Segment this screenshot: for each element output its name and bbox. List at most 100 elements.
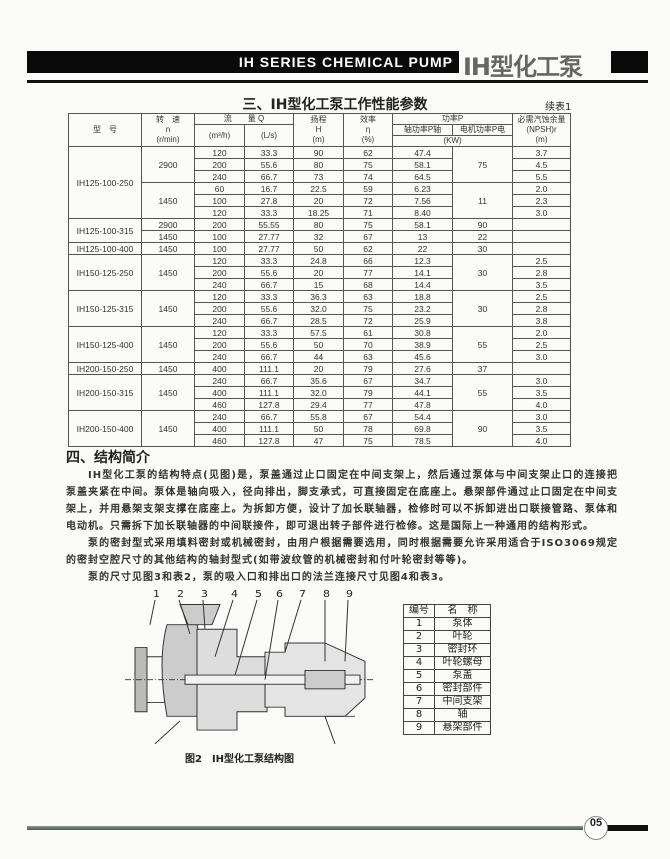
shaft-power-cell: 14.4 (392, 278, 454, 291)
head-cell: 32.0 (293, 386, 345, 399)
head-cell: 32.0 (293, 302, 345, 315)
speed-cell: 1450 (141, 290, 195, 327)
seal-paragraph: 泵的密封型式采用填料密封或机械密封，由用户根据需要选用，同时根据需要允许采用适合… (66, 538, 618, 566)
shaft-power-cell: 25.9 (392, 314, 454, 327)
flow-ls-cell: 127.8 (243, 434, 295, 447)
callout-leader (344, 599, 349, 662)
head-cell: 73 (293, 170, 345, 183)
head-cell: 50 (293, 422, 345, 435)
part-name: 轴 (434, 708, 491, 722)
part-name: 叶轮螺母 (434, 656, 491, 670)
flow-m3h-cell: 120 (194, 206, 245, 219)
banner-chinese-title: IH型化工泵 (463, 53, 583, 81)
flow-ls-cell: 33.3 (243, 206, 295, 219)
flow-m3h-cell: 240 (194, 374, 245, 387)
header-power-unit: (KW) (392, 135, 514, 147)
callout-leader (202, 599, 206, 630)
shaft-power-cell: 8.40 (392, 206, 454, 219)
header-flow-m3h: (m³/h) (194, 124, 245, 147)
efficiency-cell: 79 (343, 386, 394, 399)
callout-leader (214, 599, 234, 657)
head-cell: 57.5 (293, 326, 345, 339)
flow-ls-cell: 66.7 (243, 278, 295, 291)
table-row: IH125-100-250 2900 120 33.3 90 62 47.4 75 3.7 (68, 146, 572, 219)
header-banner: IH SERIES CHEMICAL PUMP IH型化工泵 (27, 51, 648, 81)
head-cell: 22.5 (293, 182, 345, 195)
efficiency-cell: 75 (343, 434, 394, 447)
flow-ls-cell: 55.6 (243, 302, 295, 315)
table-row: 400 111.1 32.0 79 44.1 3.5 (69, 386, 572, 399)
parts-header-number: 编号 (403, 604, 435, 618)
flow-ls-cell: 66.7 (243, 410, 295, 423)
npsh-cell (512, 242, 572, 255)
flow-ls-cell: 27.77 (243, 230, 295, 243)
table-row: 1450 60 16.7 22.5 59 6.23 11 2.0 (69, 182, 572, 219)
npsh-cell: 2.0 (512, 326, 572, 339)
npsh-cell: 2.8 (512, 302, 572, 315)
flow-ls-cell: 66.7 (243, 170, 295, 183)
efficiency-cell: 67 (343, 230, 394, 243)
speed-cell: 1450 (141, 182, 195, 219)
header-rule (27, 80, 648, 83)
shaft-power-cell: 27.6 (392, 362, 454, 375)
flow-m3h-cell: 200 (194, 218, 245, 231)
table-row: IH125-100-315 2900 200 55.55 80 75 58.1 90 (68, 218, 572, 243)
flow-ls-cell: 55.55 (243, 218, 295, 231)
figure: 1 2 3 4 5 6 7 8 9 图2 IH型化工泵结构图 (115, 588, 375, 766)
flow-m3h-cell: 100 (194, 194, 245, 207)
model-cell: IH125-100-315 (68, 218, 142, 243)
npsh-cell: 2.8 (512, 266, 572, 279)
speed-cell: 1450 (141, 254, 195, 291)
callout-label: 1 (153, 589, 160, 600)
npsh-cell: 2.5 (512, 338, 572, 351)
shaft-power-cell: 6.23 (392, 182, 454, 195)
head-cell: 44 (293, 350, 345, 363)
banner-bar (27, 51, 459, 73)
callout-leader (149, 599, 156, 625)
table-row: IH150-125-250 1450 120 33.3 24.8 66 12.3 30 2.5 (68, 254, 572, 291)
efficiency-cell: 70 (343, 338, 394, 351)
figure-caption: 图2 IH型化工泵结构图 (185, 754, 295, 765)
parts-list-table: 编号名 称 1 泵体 2 叶轮 3 密封环 4 叶轮螺母 5 泵盖 6 密封部件 7 中间支架 8 轴 9 悬架部… (403, 604, 491, 735)
flow-m3h-cell: 100 (194, 230, 245, 243)
flow-m3h-cell: 120 (194, 146, 245, 159)
dimension-paragraph: 泵的尺寸见图3和表2，泵的吸入口和排出口的法兰连接尺寸见图4和表3。 (88, 572, 450, 583)
callout-label: 5 (255, 589, 262, 600)
head-cell: 24.8 (293, 254, 345, 267)
header-motor-power: 电机功率P电 (452, 124, 514, 136)
npsh-cell: 4.0 (512, 398, 572, 411)
speed-cell: 2900 (141, 218, 195, 231)
parts-row: 6 密封部件 (403, 682, 491, 696)
table-row: 120 33.3 18.25 71 8.40 3.0 (69, 206, 572, 219)
flow-ls-cell: 66.7 (243, 350, 295, 363)
efficiency-cell: 75 (343, 302, 394, 315)
part-name: 叶轮 (434, 630, 491, 644)
shaft-power-cell: 45.6 (392, 350, 454, 363)
flow-m3h-cell: 240 (194, 314, 245, 327)
efficiency-cell: 75 (343, 158, 394, 171)
flow-m3h-cell: 460 (194, 434, 245, 447)
efficiency-cell: 72 (343, 194, 394, 207)
parts-row: 7 中间支架 (403, 695, 491, 709)
flow-ls-cell: 33.3 (243, 146, 295, 159)
speed-cell: 2900 (141, 146, 195, 183)
section-title: 三、IH型化工泵工作性能参数 (242, 97, 428, 113)
flow-ls-cell: 66.7 (243, 374, 295, 387)
shaft-power-cell: 23.2 (392, 302, 454, 315)
efficiency-cell: 61 (343, 326, 394, 339)
callout-leader (264, 599, 279, 680)
head-cell: 20 (293, 194, 345, 207)
callout-label: 8 (323, 589, 330, 600)
flow-ls-cell: 111.1 (243, 362, 295, 375)
flow-m3h-cell: 240 (194, 410, 245, 423)
section4-heading: 四、结构简介 (66, 450, 150, 466)
shaft-power-cell: 78.5 (392, 434, 454, 447)
footer-bar (607, 825, 648, 831)
part-name: 中间支架 (434, 695, 491, 709)
motor-power-cell: 55 (452, 374, 514, 411)
structure-paragraph: IH型化工泵的结构特点(见图)是，泵盖通过止口固定在中间支架上，然后通过泵体与中… (66, 470, 618, 532)
table-row: 240 66.7 73 74 64.5 5.5 (69, 170, 572, 183)
callout-leader (178, 599, 191, 634)
model-cell: IH150-125-400 (68, 326, 142, 363)
header-speed: 转 速 n (r/min) (141, 113, 195, 147)
